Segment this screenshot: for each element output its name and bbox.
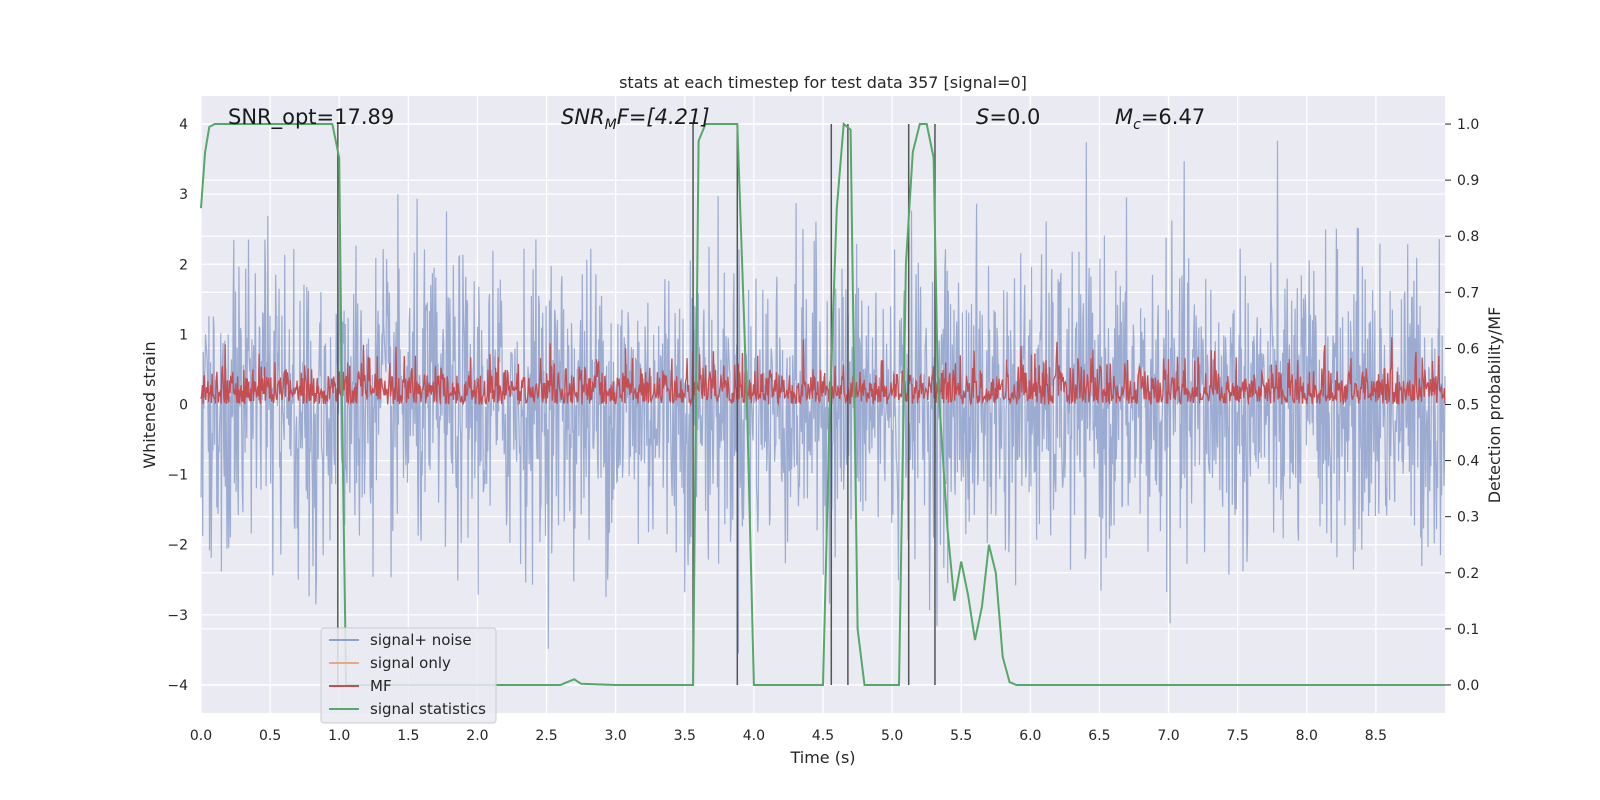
x-tick-label-3: 1.5 — [397, 728, 419, 744]
x-tick-label-16: 8.0 — [1296, 728, 1318, 744]
x-tick-label-6: 3.0 — [605, 728, 627, 744]
series-signal-noise — [200, 140, 1446, 654]
x-tick-label-8: 4.0 — [743, 728, 765, 744]
chart-title: stats at each timestep for test data 357… — [619, 73, 1027, 92]
s-label: S — [976, 105, 989, 129]
x-tick-label-12: 6.0 — [1019, 728, 1041, 744]
x-tick-label-13: 6.5 — [1088, 728, 1110, 744]
x-tick-label-1: 0.5 — [259, 728, 281, 744]
snr-mf-annotation: SNRMF=[4.21] — [561, 105, 710, 133]
y-tick-right-label-7: 0.7 — [1457, 285, 1479, 301]
y-tick-right-label-2: 0.2 — [1457, 566, 1479, 582]
x-ticks: 0.0 0.5 1.0 1.5 2.0 2.5 3.0 3.5 4.0 4.5 5.0 5.5 6.0 6… — [190, 728, 1387, 744]
legend-label-mf: MF — [370, 677, 392, 695]
x-tick-label-2: 1.0 — [328, 728, 350, 744]
x-tick-label-17: 8.5 — [1365, 728, 1387, 744]
y-tick-label-5: 1 — [179, 327, 188, 343]
x-tick-label-14: 7.0 — [1157, 728, 1179, 744]
x-tick-label-5: 2.5 — [535, 728, 557, 744]
y-tick-right-label-0: 0.0 — [1457, 678, 1479, 694]
mc-sub: c — [1133, 117, 1141, 133]
y-ticks: −4 −3 −2 −1 0 1 2 3 4 — [167, 117, 188, 694]
x-tick-label-0: 0.0 — [190, 728, 212, 744]
legend-label-signal-statistics: signal statistics — [370, 700, 486, 718]
snr-mf-rest: F=[4.21] — [617, 105, 710, 129]
y-tick-right-label-8: 0.8 — [1457, 229, 1479, 245]
x-axis-label: Time (s) — [789, 748, 855, 767]
y-tick-right-label-1: 0.1 — [1457, 622, 1479, 638]
y-axis-right-label: Detection probability/MF — [1485, 307, 1504, 504]
y-tick-right-label-6: 0.6 — [1457, 341, 1479, 357]
s-annotation: S=0.0 — [976, 105, 1040, 129]
y-tick-label-7: 3 — [179, 187, 188, 203]
s-rest: =0.0 — [989, 105, 1040, 129]
x-tick-label-15: 7.5 — [1227, 728, 1249, 744]
x-tick-label-10: 5.0 — [881, 728, 903, 744]
snr-opt-annotation: SNR_opt=17.89 — [228, 105, 394, 130]
y-tick-label-1: −3 — [167, 608, 188, 624]
y-ticks-right: 0.0 0.1 0.2 0.3 0.4 0.5 0.6 0.7 0.8 0.9 1.0 — [1445, 117, 1479, 694]
x-tick-label-11: 5.5 — [950, 728, 972, 744]
y-tick-right-label-9: 0.9 — [1457, 173, 1479, 189]
x-tick-label-9: 4.5 — [812, 728, 834, 744]
mc-label: M — [1115, 105, 1133, 129]
y-tick-label-2: −2 — [167, 538, 188, 554]
legend-label-signal-only: signal only — [370, 654, 451, 672]
legend-box — [320, 627, 497, 724]
y-tick-right-label-5: 0.5 — [1457, 398, 1479, 414]
y-tick-label-0: −4 — [167, 678, 188, 694]
mf-line — [200, 337, 1446, 407]
y-tick-label-3: −1 — [167, 468, 188, 484]
y-tick-label-8: 4 — [179, 117, 188, 133]
mc-rest: =6.47 — [1141, 105, 1205, 129]
y-tick-label-4: 0 — [179, 398, 188, 414]
x-tick-label-7: 3.5 — [674, 728, 696, 744]
signal-noise-line — [200, 140, 1446, 654]
legend: signal+ noise signal only MF signal stat… — [320, 627, 497, 724]
y-tick-right-label-3: 0.3 — [1457, 510, 1479, 526]
y-tick-label-6: 2 — [179, 257, 188, 273]
y-tick-right-label-10: 1.0 — [1457, 117, 1479, 133]
snr-mf-label: SNR — [561, 105, 605, 129]
legend-label-signal-noise: signal+ noise — [370, 631, 472, 649]
x-tick-label-4: 2.0 — [466, 728, 488, 744]
snr-mf-sub: M — [605, 117, 617, 133]
y-axis-label: Whitened strain — [140, 341, 159, 468]
y-tick-right-label-4: 0.4 — [1457, 454, 1479, 470]
series-mf — [200, 337, 1446, 407]
mc-annotation: Mc=6.47 — [1115, 105, 1205, 133]
